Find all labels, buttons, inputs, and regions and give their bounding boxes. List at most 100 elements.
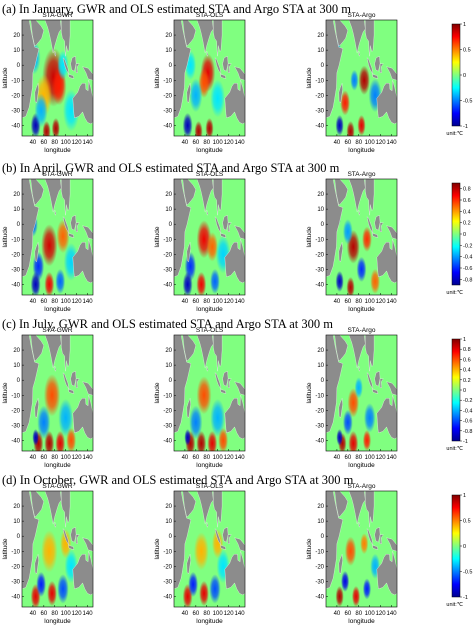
x-axis-label: longitude: [44, 618, 71, 625]
axes-frame: [325, 19, 398, 137]
x-tick-label: 80: [355, 611, 362, 617]
y-axis-label: latitude: [2, 382, 9, 403]
y-tick-label: 0: [169, 63, 173, 69]
anomaly-blob: [210, 398, 226, 437]
land-mass: [61, 179, 71, 216]
anomaly-blob: [34, 93, 48, 128]
y-tick-label: 10: [13, 363, 20, 369]
land-mass: [174, 20, 192, 119]
colorbar-tick-label: -1: [463, 439, 468, 445]
land-mass: [234, 537, 245, 552]
land-mass: [30, 20, 44, 46]
land-mass: [220, 388, 227, 395]
land-mass: [182, 491, 196, 517]
colorbar-tick-label: -1: [463, 595, 468, 601]
x-tick-label: 60: [41, 611, 48, 617]
colorbar-tick-label: 0.8: [463, 347, 471, 353]
colorbar-tick-label: -1: [463, 124, 468, 130]
y-tick-label: 0: [321, 63, 325, 69]
land-mass: [326, 491, 344, 590]
land-mass: [213, 491, 223, 528]
anomaly-blob: [209, 574, 221, 604]
y-tick-label: -10: [11, 78, 20, 84]
anomaly-blob: [341, 570, 350, 592]
x-tick-label: 100: [365, 455, 376, 461]
y-tick-label: -10: [163, 78, 172, 84]
land-mass: [62, 57, 70, 75]
land-mass: [206, 209, 209, 216]
x-axis-label: longitude: [44, 306, 71, 313]
land-mass: [62, 528, 70, 546]
land-mass: [54, 209, 57, 216]
land-mass: [54, 50, 57, 57]
x-tick-label: 80: [51, 140, 58, 146]
x-tick-label: 80: [203, 140, 210, 146]
anomaly-blob: [335, 114, 344, 136]
colorbar-tick-label: 0.5: [463, 519, 471, 525]
anomaly-blob: [211, 528, 224, 559]
x-tick-label: 60: [41, 299, 48, 305]
land-mass: [358, 50, 361, 57]
x-tick-label: 60: [345, 455, 352, 461]
anomaly-blob: [350, 69, 359, 91]
land-mass: [227, 222, 232, 232]
anomaly-blob: [196, 376, 212, 415]
y-tick-label: -20: [163, 252, 172, 258]
x-tick-label: 80: [51, 455, 58, 461]
panel-april-sta-argo: [326, 179, 397, 295]
x-tick-label: 100: [365, 299, 376, 305]
colorbar-tick-label: 0: [463, 544, 466, 550]
y-tick-label: 0: [17, 222, 21, 228]
land-mass: [366, 57, 374, 75]
anomaly-blob: [370, 268, 381, 295]
colorbar-tick-label: 0.2: [463, 221, 471, 227]
y-tick-label: 10: [13, 519, 20, 525]
land-mass: [61, 491, 71, 528]
land-mass: [379, 63, 384, 73]
panel-october-sta-argo: [326, 491, 397, 607]
land-mass: [182, 179, 196, 205]
land-mass: [61, 20, 71, 57]
y-tick-label: 0: [17, 534, 21, 540]
y-tick-label: -30: [315, 423, 324, 429]
colorbar-tick-label: 0.5: [463, 48, 471, 54]
x-tick-label: 100: [213, 140, 224, 146]
x-tick-label: 60: [345, 140, 352, 146]
y-tick-label: -20: [315, 564, 324, 570]
colorbar-tick-label: 0.4: [463, 368, 471, 374]
y-tick-label: -10: [163, 549, 172, 555]
land-mass: [213, 20, 223, 57]
x-tick-label: 120: [376, 611, 387, 617]
colorbar-tick-label: 0.6: [463, 198, 471, 204]
x-tick-label: 100: [365, 140, 376, 146]
x-axis-label: longitude: [44, 147, 71, 154]
x-tick-label: 100: [365, 611, 376, 617]
land-mass: [334, 179, 348, 205]
anomaly-blob: [199, 580, 209, 607]
axes-frame: [173, 334, 246, 452]
land-mass: [227, 63, 232, 73]
axes-frame: [173, 178, 246, 296]
colorbar-october: [451, 494, 461, 598]
x-tick-label: 140: [235, 611, 246, 617]
colorbar-tick-label: -0.6: [463, 266, 472, 272]
y-tick-label: -40: [315, 123, 324, 129]
anomaly-blob: [210, 79, 226, 118]
y-axis-label: latitude: [306, 226, 313, 247]
land-mass: [68, 232, 75, 239]
y-tick-label: -10: [315, 78, 324, 84]
anomaly-blob: [47, 580, 57, 607]
colorbar-tick-label: 0.6: [463, 357, 471, 363]
y-axis-label: latitude: [154, 67, 161, 88]
row-heading-april: (b) In April, GWR and OLS estimated STA …: [2, 161, 340, 175]
anomaly-blob: [55, 430, 66, 451]
y-axis-label: latitude: [306, 382, 313, 403]
x-tick-label: 40: [334, 455, 341, 461]
anomaly-blob: [346, 276, 355, 295]
panel-july-sta-ols: [174, 335, 245, 451]
anomaly-blob: [363, 403, 376, 433]
land-mass: [68, 544, 75, 551]
x-axis-label: longitude: [44, 462, 71, 469]
land-mass: [68, 73, 75, 80]
